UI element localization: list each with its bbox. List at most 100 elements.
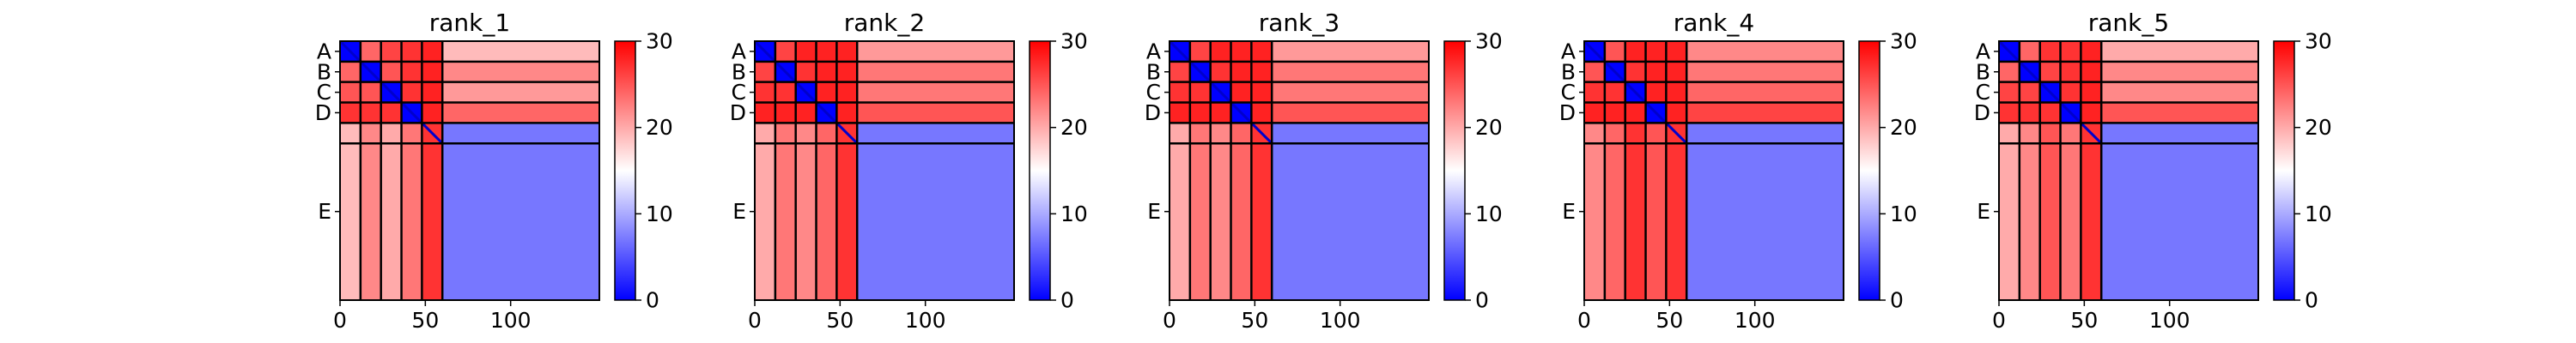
heatmap-cell <box>1189 123 1212 301</box>
heatmap-cell <box>1625 61 1647 83</box>
chain-label: A <box>1561 39 1576 63</box>
heatmap-cell <box>442 102 600 123</box>
heatmap-cell <box>2101 102 2259 123</box>
heatmap-cell <box>1999 81 2020 104</box>
heatmap-cell <box>2101 123 2259 301</box>
heatmap-cell <box>2081 123 2102 301</box>
chain-label: B <box>1561 59 1576 84</box>
heatmap-cell <box>2039 61 2062 83</box>
heatmap-cell <box>2060 81 2081 104</box>
colorbar-tick-label: 0 <box>1060 288 1074 313</box>
x-tick-label: 0 <box>748 308 762 333</box>
heatmap-cell <box>836 41 858 63</box>
panel-title: rank_3 <box>1259 9 1340 37</box>
x-tick-label: 100 <box>1735 308 1776 333</box>
heatmap-cell <box>1686 102 1844 123</box>
heatmap-cell <box>1210 123 1232 301</box>
x-tick-label: 100 <box>490 308 532 333</box>
heatmap-cell <box>1251 61 1273 83</box>
heatmap-cell <box>1584 123 1606 301</box>
chain-label: E <box>1977 199 1990 224</box>
colorbar-tick-label: 0 <box>1890 288 1904 313</box>
chain-label: A <box>1976 39 1990 63</box>
heatmap-cell <box>836 123 858 301</box>
heatmap-cell <box>2019 123 2041 301</box>
heatmap-frame <box>1998 40 2259 301</box>
heatmap-cell <box>755 102 776 123</box>
colorbar-tick-label: 10 <box>1890 202 1917 226</box>
heatmap-cell <box>1189 102 1212 123</box>
heatmap-cell <box>422 102 443 123</box>
heatmap-cell <box>360 41 382 63</box>
heatmap-panel-5 <box>1994 39 2300 306</box>
heatmap-cell <box>2081 61 2102 83</box>
chain-label: C <box>732 80 746 105</box>
heatmap-cell <box>795 123 817 301</box>
panel-title: rank_5 <box>2088 9 2169 37</box>
heatmap-cell <box>2101 81 2259 104</box>
colorbar-tick-label: 20 <box>1890 115 1917 140</box>
chain-label: D <box>730 100 746 125</box>
chain-label: B <box>317 59 331 84</box>
chain-label: B <box>1146 59 1161 84</box>
colorbar-tick-label: 30 <box>2305 29 2332 54</box>
colorbar-tick-label: 20 <box>1060 115 1088 140</box>
colorbar-tick-label: 10 <box>1060 202 1088 226</box>
colorbar-tick-label: 10 <box>2305 202 2332 226</box>
heatmap-cell <box>360 123 382 301</box>
colorbar-tick-label: 0 <box>646 288 659 313</box>
x-tick-label: 50 <box>1241 308 1268 333</box>
heatmap-cell <box>857 102 1015 123</box>
heatmap-cell <box>380 123 403 301</box>
chain-label: C <box>317 80 331 105</box>
heatmap-cell <box>422 61 443 83</box>
heatmap-cell <box>2060 123 2081 301</box>
heatmap-cell <box>1210 41 1232 63</box>
diagonal-line <box>1583 39 1688 145</box>
heatmap-cell <box>360 102 382 123</box>
heatmap-cell <box>340 102 361 123</box>
heatmap-cell <box>2081 81 2102 104</box>
heatmap-cell <box>380 41 403 63</box>
diagonal-line <box>338 39 444 145</box>
heatmap-cell <box>1584 61 1606 83</box>
x-tick-label: 0 <box>1577 308 1591 333</box>
colorbar-tick-label: 20 <box>646 115 673 140</box>
heatmap-panel-4 <box>1579 39 1886 306</box>
heatmap-cell <box>795 102 817 123</box>
heatmap-cell <box>442 41 600 63</box>
heatmap-cell <box>1230 81 1252 104</box>
diagonal-line <box>1997 39 2103 145</box>
colorbar-tick-label: 30 <box>1890 29 1917 54</box>
heatmap-cell <box>795 41 817 63</box>
heatmap-cell <box>857 61 1015 83</box>
heatmap-cell <box>1666 102 1687 123</box>
chain-label: E <box>318 199 331 224</box>
heatmap-cell <box>2081 41 2102 63</box>
heatmap-cell <box>1625 123 1647 301</box>
heatmap-panel-1 <box>335 39 641 306</box>
heatmap-frame <box>1583 40 1844 301</box>
heatmap-cell <box>401 61 422 83</box>
heatmap-cell <box>422 81 443 104</box>
colorbar-tick-label: 10 <box>1475 202 1503 226</box>
chain-label: D <box>315 100 331 125</box>
x-tick-label: 100 <box>1320 308 1361 333</box>
chain-label: D <box>1559 100 1576 125</box>
heatmap-cell <box>360 81 382 104</box>
heatmap-cell <box>1666 61 1687 83</box>
heatmap-cell <box>857 123 1015 301</box>
heatmap-cell <box>1686 41 1844 63</box>
heatmap-cell <box>2060 41 2081 63</box>
heatmap-cell <box>1189 81 1212 104</box>
x-tick-label: 50 <box>2070 308 2098 333</box>
heatmap-cell <box>2101 41 2259 63</box>
diagonal-line <box>1168 39 1273 145</box>
heatmap-cell <box>380 102 403 123</box>
heatmap-cell <box>1272 61 1430 83</box>
heatmap-cell <box>1625 102 1647 123</box>
heatmap-cell <box>2039 123 2062 301</box>
heatmap-cell <box>1999 123 2020 301</box>
